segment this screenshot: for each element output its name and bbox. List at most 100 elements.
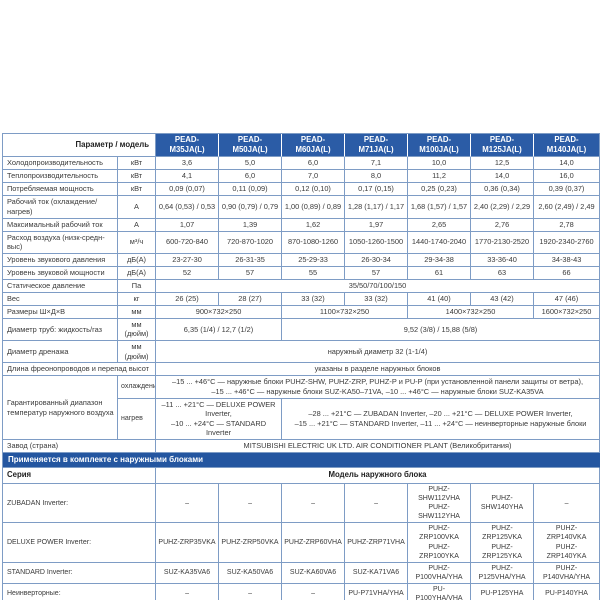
cell: 61 [408,266,472,280]
pead-spec-table: Параметр / модель PEAD-M35JA(L) PEAD-M50JA… [2,133,600,600]
cell: 1,00 (0,89) / 0,89 [282,196,346,219]
row-label: Длина фреонопроводов и перепад высот [3,363,157,377]
cell: 0,09 (0,07) [156,183,220,197]
cell: PUHZ-ZRP35VKA [156,523,220,563]
cell: PUHZ-SHW140YHA [471,484,535,524]
model-header: PEAD-M140JA(L) [534,134,600,158]
cell: 3,6 [156,157,220,171]
cell: PU-P71VHA/YHA [345,583,409,600]
cell: – [282,583,346,600]
spec-row-power-consumption: Потребляемая мощность кВт 0,09 (0,07) 0,11 … [3,183,600,197]
cell: – [534,484,600,524]
row-label: Диаметр труб: жидкость/газ [3,318,118,341]
spec-table-body: Параметр / модель PEAD-M35JA(L) PEAD-M50JA… [3,134,600,600]
cell: 870-1080-1260 [282,231,346,254]
row-label: Завод (страна) [3,440,157,453]
header-corner: Параметр / модель [3,134,157,158]
cell: 52 [156,266,220,280]
row-label: Уровень звуковой мощности [3,266,118,280]
row-unit: Па [118,279,157,293]
cell: 23-27-30 [156,253,220,267]
cell: 900×732×250 [156,305,283,319]
spec-row-sound-power: Уровень звуковой мощности дБ(А) 52 57 55 57 61… [3,266,600,280]
cell: 2,65 [408,218,472,232]
cell: 26-30-34 [345,253,409,267]
cell: 0,90 (0,79) / 0,79 [219,196,283,219]
cell: 10,0 [408,157,472,171]
cell: 33 (32) [282,292,346,306]
cell: SUZ-KA71VA6 [345,562,409,584]
cell: 0,17 (0,15) [345,183,409,197]
outdoor-model-header: Модель наружного блока [156,468,600,484]
cell: – [156,583,220,600]
cell: PUHZ-ZRP140VKA PUHZ-ZRP140YKA [534,523,600,563]
outdoor-header-row: Серия Модель наружного блока [3,468,600,484]
cell: 29-34-38 [408,253,472,267]
cell: указаны в разделе наружных блоков [156,363,600,377]
cell: 26-31-35 [219,253,283,267]
series-label: ZUBADAN Inverter: [3,484,157,524]
cell: наружный диаметр 32 (1-1/4) [156,341,600,364]
cell: – [219,583,283,600]
cell: 66 [534,266,600,280]
spec-row-operating-current: Рабочий ток (охлаждение/нагрев) А 0,64 (0,… [3,196,600,219]
row-label: Гарантированный диапазон температур нару… [3,376,118,440]
header-row: Параметр / модель PEAD-M35JA(L) PEAD-M50JA… [3,134,600,158]
row-label: Рабочий ток (охлаждение/нагрев) [3,196,118,219]
spec-table-container: Параметр / модель PEAD-M35JA(L) PEAD-M50JA… [2,133,600,600]
cell: PU-P125YHA [471,583,535,600]
cell: 9,52 (3/8) / 15,88 (5/8) [282,318,600,341]
row-sublabel: нагрев [118,398,157,440]
cell: – [219,484,283,524]
cell: 1,62 [282,218,346,232]
spec-row-temp-range-heating: нагрев –11 ... +21°C — DELUXE POWER Inver… [3,398,600,440]
cell: PUHZ-P100VHA/YHA [408,562,472,584]
cell: SUZ-KA60VA6 [282,562,346,584]
row-unit: дБ(А) [118,266,157,280]
cell: –11 ... +21°C — DELUXE POWER Inverter, –… [156,398,283,440]
row-unit: кг [118,292,157,306]
outdoor-row-noninverter: Неинверторные: – – – PU-P71VHA/YHA PU-P100YHA… [3,583,600,600]
cell: 7,0 [282,170,346,184]
spec-row-line-length: Длина фреонопроводов и перепад высот указ… [3,363,600,377]
section-band-title: Применяется в комплекте с наружными блок… [3,453,600,468]
cell: PUHZ-ZRP100VKA PUHZ-ZRP100YKA [408,523,472,563]
model-header: PEAD-M50JA(L) [219,134,283,158]
cell: 1770-2130-2520 [471,231,535,254]
cell: PUHZ-ZRP71VHA [345,523,409,563]
cell: 2,76 [471,218,535,232]
row-label: Размеры Ш×Д×В [3,305,118,319]
row-label: Максимальный рабочий ток [3,218,118,232]
cell: 1,39 [219,218,283,232]
cell: 57 [345,266,409,280]
cell: 8,0 [345,170,409,184]
cell: 2,40 (2,29) / 2,29 [471,196,535,219]
cell: PUHZ-ZRP60VHA [282,523,346,563]
spec-row-sound-pressure: Уровень звукового давления дБ(А) 23-27-30 2… [3,253,600,267]
cell: 1600×732×250 [534,305,600,319]
cell: 6,0 [282,157,346,171]
cell: 26 (25) [156,292,220,306]
spec-row-max-current: Максимальный рабочий ток А 1,07 1,39 1,62 1,9… [3,218,600,232]
cell: 6,35 (1/4) / 12,7 (1/2) [156,318,283,341]
cell: 14,0 [534,157,600,171]
cell: 0,39 (0,37) [534,183,600,197]
cell: SUZ-KA35VA6 [156,562,220,584]
cell: 28 (27) [219,292,283,306]
cell: PU-P140YHA [534,583,600,600]
cell: 63 [471,266,535,280]
outdoor-row-standard: STANDARD Inverter: SUZ-KA35VA6 SUZ-KA50VA6… [3,562,600,584]
spec-row-cooling-capacity: Холодопроизводительность кВт 3,6 5,0 6,0 7,1 1… [3,157,600,171]
row-label: Потребляемая мощность [3,183,118,197]
cell: 57 [219,266,283,280]
spec-row-heating-capacity: Теплопроизводительность кВт 4,1 6,0 7,0 8,0 11… [3,170,600,184]
row-label: Диаметр дренажа [3,341,118,364]
row-label: Расход воздуха (низк-средн-выс) [3,231,118,254]
cell: 35/50/70/100/150 [156,279,600,293]
cell: 16,0 [534,170,600,184]
series-label: Неинверторные: [3,583,157,600]
cell: 1,28 (1,17) / 1,17 [345,196,409,219]
row-label: Вес [3,292,118,306]
cell: 0,11 (0,09) [219,183,283,197]
series-column-header: Серия [3,468,157,484]
